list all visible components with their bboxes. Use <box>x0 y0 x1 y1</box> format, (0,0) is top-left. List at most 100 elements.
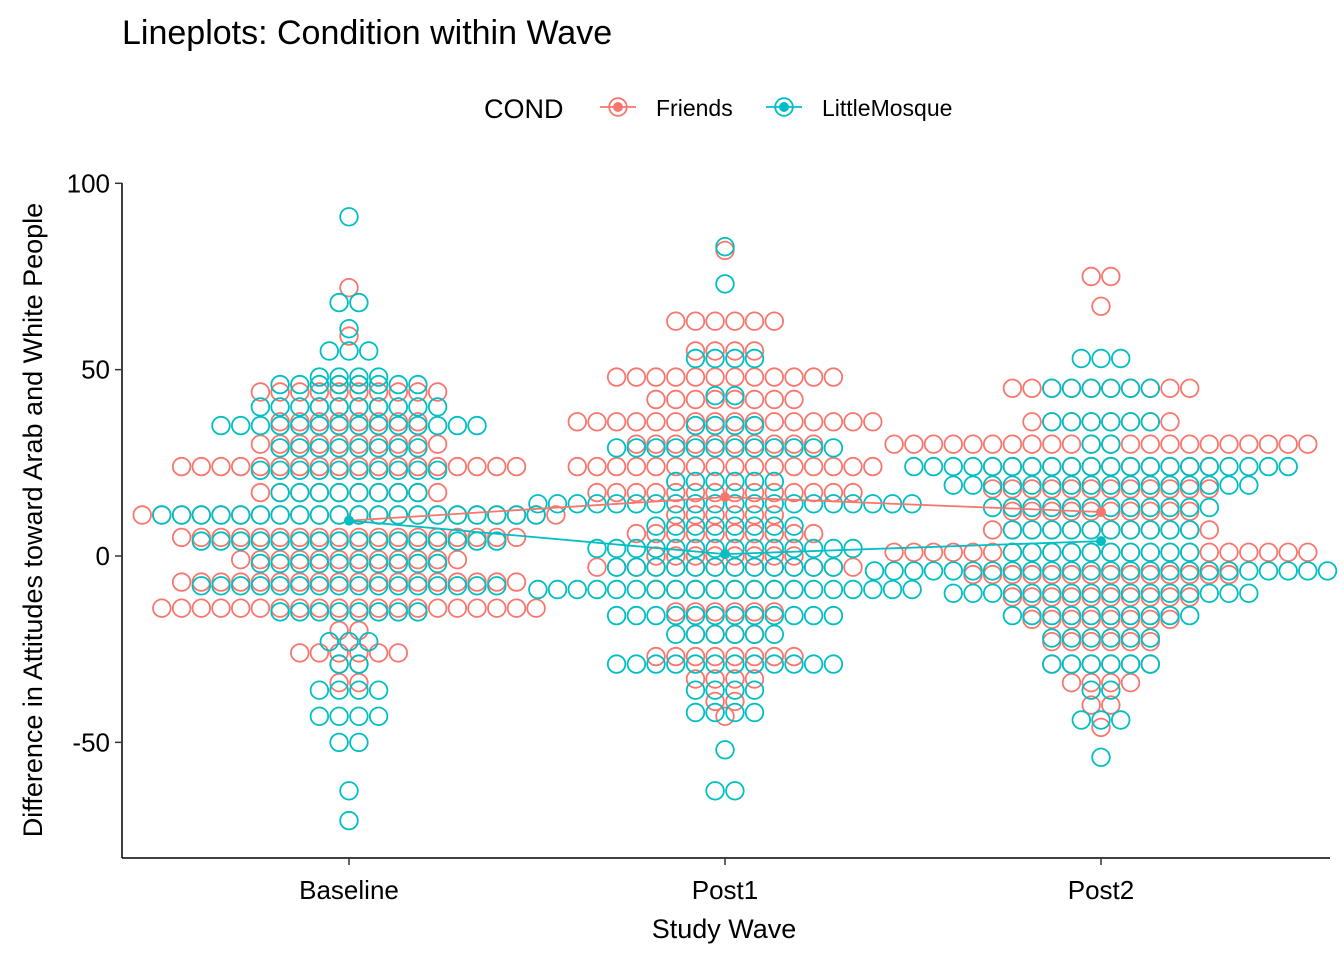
dot <box>666 624 686 645</box>
dot <box>764 482 785 503</box>
dot <box>447 550 468 570</box>
dot <box>705 348 725 369</box>
dot <box>606 482 627 503</box>
dot <box>1022 542 1042 563</box>
dot <box>1239 434 1259 454</box>
dot <box>349 460 369 481</box>
dot <box>1022 497 1042 518</box>
dot <box>1002 605 1023 626</box>
legend-label: LittleMosque <box>822 95 952 121</box>
dot <box>823 456 844 477</box>
dot <box>764 389 785 410</box>
dot <box>1140 632 1161 652</box>
dot <box>1002 479 1023 499</box>
dot <box>803 456 824 477</box>
dot <box>368 438 389 458</box>
dot <box>1120 501 1141 522</box>
dot <box>725 412 745 432</box>
dot <box>329 482 349 503</box>
dot <box>506 505 527 525</box>
dot <box>388 397 409 417</box>
dot <box>1140 497 1161 518</box>
dot <box>1081 632 1101 652</box>
dot <box>744 412 765 432</box>
dot <box>863 412 883 432</box>
dot <box>725 557 745 577</box>
dot <box>427 460 448 481</box>
dot <box>1120 673 1141 693</box>
dot <box>715 706 735 727</box>
dot <box>744 311 765 331</box>
dot <box>290 482 310 503</box>
dot <box>270 531 290 551</box>
dot <box>329 367 349 387</box>
dot <box>666 605 686 626</box>
dot <box>1081 605 1101 626</box>
dot <box>626 456 647 477</box>
dot <box>270 602 290 622</box>
dot <box>725 348 745 369</box>
dot <box>725 691 745 712</box>
dot <box>803 579 824 600</box>
dot <box>487 505 507 525</box>
dot <box>1160 542 1180 563</box>
dot <box>339 632 359 652</box>
mean-point-littlemosque <box>720 549 730 560</box>
dot <box>1278 542 1298 563</box>
dot <box>1002 434 1023 454</box>
dot <box>349 456 369 477</box>
dot <box>1101 564 1121 585</box>
dot <box>1120 564 1141 585</box>
dot <box>725 579 745 600</box>
dot <box>427 456 448 477</box>
dot <box>923 456 944 477</box>
dot <box>744 680 765 700</box>
dot <box>230 572 251 592</box>
dot <box>309 397 330 417</box>
dot <box>467 576 487 596</box>
dot <box>744 602 765 622</box>
dot <box>705 456 725 477</box>
dot <box>1081 673 1101 693</box>
dot <box>250 576 271 596</box>
dot <box>230 550 251 570</box>
dot <box>1061 378 1082 399</box>
dot <box>744 646 765 667</box>
dot <box>368 531 389 551</box>
dot <box>427 553 448 574</box>
dot <box>329 598 349 618</box>
dot <box>368 680 389 700</box>
dot <box>1160 501 1180 522</box>
dot <box>1239 475 1259 495</box>
dot <box>1160 378 1180 399</box>
dot <box>982 479 1003 499</box>
dot <box>1179 564 1200 585</box>
dot <box>427 527 448 548</box>
dot <box>685 538 706 559</box>
dot <box>646 579 666 600</box>
dot <box>1179 479 1200 499</box>
dot <box>1179 501 1200 522</box>
dot <box>191 576 212 596</box>
dot <box>1101 632 1121 652</box>
dot <box>1199 456 1220 477</box>
dot <box>1061 456 1082 477</box>
dot <box>230 531 251 551</box>
dot <box>171 456 192 477</box>
dot <box>1022 412 1042 432</box>
dot <box>943 561 964 581</box>
dot <box>349 706 369 727</box>
dot <box>1022 564 1042 585</box>
dot <box>1199 479 1220 499</box>
dot <box>250 527 271 548</box>
dot <box>349 654 369 674</box>
dot <box>1061 605 1082 626</box>
dot <box>1081 695 1101 715</box>
dot <box>1061 632 1082 652</box>
dot <box>339 207 359 227</box>
dot <box>1160 479 1180 499</box>
dot <box>943 456 964 477</box>
dot <box>427 434 448 454</box>
dot <box>705 680 725 700</box>
dot <box>388 482 409 503</box>
